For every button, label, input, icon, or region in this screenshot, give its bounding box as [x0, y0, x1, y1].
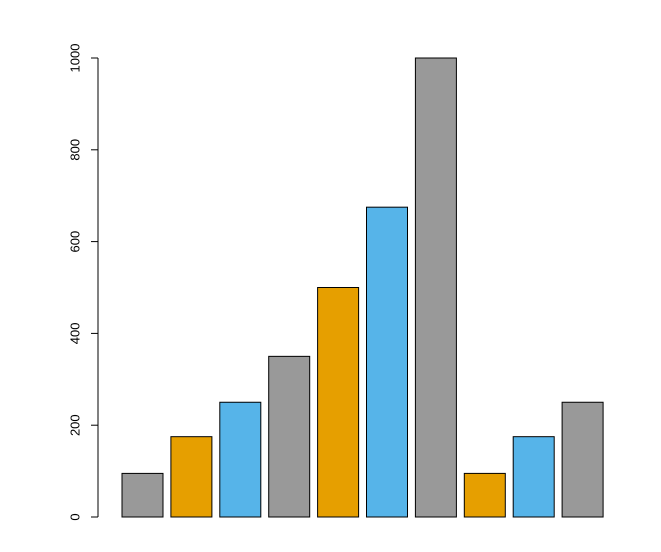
y-tick-label: 600: [67, 231, 82, 253]
bar: [268, 355, 311, 518]
bar: [170, 436, 213, 518]
bar: [414, 57, 457, 518]
bar: [366, 206, 408, 518]
y-tick-label: 800: [67, 139, 82, 161]
bar: [219, 401, 262, 518]
bar: [121, 472, 164, 518]
y-tick-label: 1000: [67, 44, 82, 73]
bar: [317, 287, 360, 518]
y-tick-label: 200: [67, 414, 82, 436]
bar: [512, 436, 555, 518]
bar: [561, 401, 604, 518]
y-tick-label: 400: [67, 323, 82, 345]
bar: [463, 472, 506, 518]
y-tick-label: 0: [67, 513, 82, 520]
